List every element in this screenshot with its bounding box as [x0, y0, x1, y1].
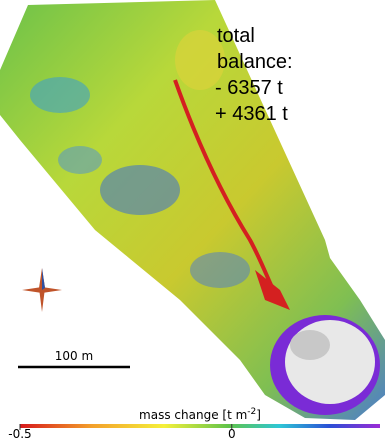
- balance-line: total: [217, 25, 255, 47]
- compass-rose: [22, 268, 62, 312]
- map-figure: 100 m mass change [t m-2] total balance: -…: [0, 0, 387, 445]
- balance-line: balance:: [217, 51, 293, 73]
- colorbar-title-exponent: -2: [247, 407, 256, 417]
- colorbar-title-end: ]: [256, 408, 261, 422]
- balance-line: + 4361 t: [215, 103, 288, 125]
- colorbar-title-main: mass change [t m: [139, 408, 247, 422]
- scale-bar-label: 100 m: [55, 349, 93, 363]
- colorbar-title: mass change [t m-2]: [139, 407, 261, 422]
- colorbar-tick-label: -0.5: [8, 427, 31, 441]
- colorbar-tick-label: 0: [228, 427, 236, 441]
- balance-line: - 6357 t: [215, 77, 283, 99]
- colorbar: [20, 424, 380, 428]
